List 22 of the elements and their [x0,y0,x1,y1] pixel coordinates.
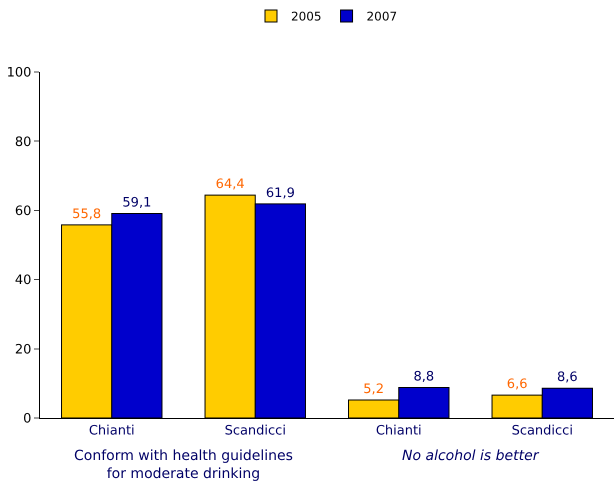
data-label: 6,6 [506,377,528,392]
legend-label: 2005 [291,10,322,24]
x-tick-label: Chianti [376,424,422,439]
y-tick-label: 60 [14,204,32,219]
data-label: 8,8 [414,370,434,385]
y-tick-label: 0 [23,412,32,427]
y-tick-label: 100 [6,66,32,81]
data-label: 61,9 [266,186,295,201]
x-tick-label: Scandicci [512,424,573,439]
data-label: 5,2 [363,382,384,398]
data-label: 59,1 [122,196,152,211]
y-tick-label: 40 [14,273,32,288]
y-tick-label: 80 [14,134,32,150]
x-tick-label: Chianti [88,424,135,439]
x-tick-label: Scandicci [224,424,286,439]
legend-label: 2007 [366,10,398,24]
data-label: 8,6 [557,370,578,386]
text: Conform with health guidelines for moderate drinking [74,448,293,482]
data-label: 64,4 [216,177,245,192]
data-label: 55,8 [72,206,102,222]
text: No alcohol is better [402,448,540,464]
y-tick-label: 20 [14,342,32,358]
